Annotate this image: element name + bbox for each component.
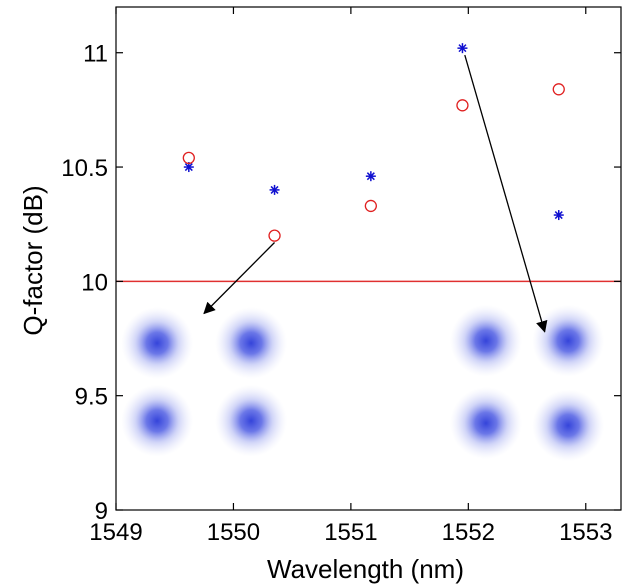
annotation-arrow-2 bbox=[464, 54, 548, 333]
circle-marker-5 bbox=[552, 83, 565, 96]
axis-ticks bbox=[115, 7, 621, 511]
constellation-insets bbox=[121, 304, 605, 462]
constellation-blob-5 bbox=[449, 304, 522, 377]
annotation-arrow-1 bbox=[203, 242, 276, 315]
y-tick-label: 10.5 bbox=[61, 155, 108, 182]
constellation-blob-6 bbox=[532, 304, 605, 377]
x-axis-label: Wavelength (nm) bbox=[267, 554, 464, 584]
constellation-blob-2 bbox=[215, 307, 288, 380]
constellation-blob-7 bbox=[449, 387, 522, 460]
y-tick-label: 11 bbox=[83, 41, 108, 68]
data-markers bbox=[182, 43, 565, 242]
circle-marker-3 bbox=[364, 199, 377, 213]
star-marker-5 bbox=[553, 210, 564, 221]
circle-marker-4 bbox=[456, 99, 469, 112]
constellation-blob-3 bbox=[121, 384, 194, 457]
star-marker-3 bbox=[365, 171, 376, 182]
y-axis-label: Q-factor (dB) bbox=[18, 185, 48, 335]
x-tick-label: 1553 bbox=[559, 519, 612, 546]
y-tick-label: 9.5 bbox=[75, 384, 108, 411]
y-tick-label: 9 bbox=[95, 498, 108, 525]
constellation-blob-8 bbox=[532, 389, 605, 462]
circle-marker-2 bbox=[268, 229, 281, 242]
y-tick-labels: 9 9.5 10 10.5 11 bbox=[61, 41, 108, 525]
x-tick-labels: 1549 1550 1551 1552 1553 bbox=[89, 519, 612, 546]
plot-area-frame bbox=[115, 6, 622, 511]
y-tick-label: 10 bbox=[81, 269, 108, 296]
star-marker-4 bbox=[457, 43, 468, 54]
x-tick-label: 1552 bbox=[442, 519, 495, 546]
x-tick-label: 1551 bbox=[324, 519, 377, 546]
x-tick-label: 1549 bbox=[89, 519, 142, 546]
annotation-arrows bbox=[203, 54, 548, 333]
constellation-blob-4 bbox=[215, 384, 288, 457]
constellation-blob-1 bbox=[121, 307, 194, 380]
star-marker-2 bbox=[269, 184, 280, 195]
circle-marker-1 bbox=[182, 151, 195, 165]
x-tick-label: 1550 bbox=[207, 519, 260, 546]
